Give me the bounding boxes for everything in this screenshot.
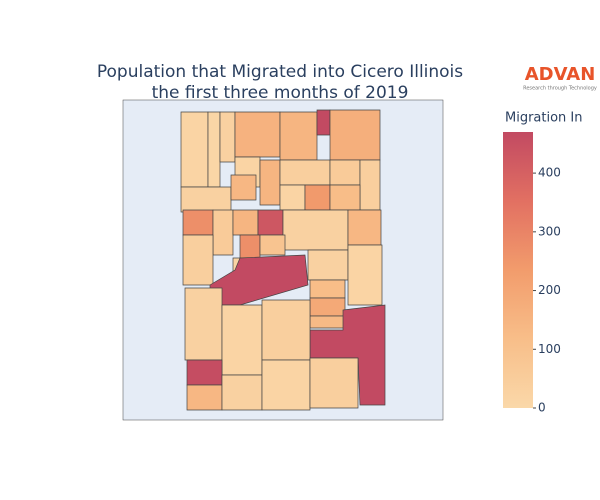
chart-title: the first three months of 2019 <box>152 83 409 103</box>
colorbar <box>503 132 533 408</box>
region <box>316 109 331 136</box>
colorbar-tick-label: 400 <box>538 166 561 180</box>
region <box>359 159 381 211</box>
region <box>182 209 214 236</box>
region <box>307 249 349 281</box>
region <box>184 287 223 361</box>
region <box>279 184 306 211</box>
region <box>279 159 331 186</box>
region <box>180 111 209 188</box>
colorbar-tick-label: 0 <box>538 401 546 415</box>
region <box>309 279 346 299</box>
region <box>347 209 382 246</box>
region <box>186 384 223 411</box>
logo-tagline: Research through Technology <box>523 86 597 92</box>
region <box>329 109 381 161</box>
region <box>329 184 361 211</box>
colorbar-tick-label: 200 <box>538 283 561 297</box>
region <box>219 111 236 163</box>
colorbar-tick-label: 300 <box>538 224 561 238</box>
region <box>261 359 311 411</box>
region <box>257 209 284 236</box>
colorbar-tick-label: 100 <box>538 342 561 356</box>
region <box>221 374 263 411</box>
region <box>259 234 286 256</box>
region <box>186 359 223 386</box>
region <box>212 209 234 256</box>
region <box>309 297 346 317</box>
chart-title: Population that Migrated into Cicero Ill… <box>97 62 463 82</box>
logo: ADVAN <box>525 64 596 85</box>
region <box>221 304 263 376</box>
region <box>309 315 346 329</box>
region <box>180 186 232 213</box>
region <box>239 234 261 261</box>
region <box>309 357 359 409</box>
regions <box>180 109 386 411</box>
region <box>304 184 331 211</box>
region <box>232 209 259 236</box>
region <box>207 111 221 188</box>
region <box>282 209 349 251</box>
region <box>279 111 318 161</box>
region <box>329 159 361 186</box>
region <box>261 299 311 361</box>
colorbar-title: Migration In <box>505 111 583 126</box>
region <box>182 234 214 286</box>
region <box>259 159 281 206</box>
region <box>347 244 383 306</box>
region <box>230 174 257 201</box>
region <box>234 111 281 158</box>
